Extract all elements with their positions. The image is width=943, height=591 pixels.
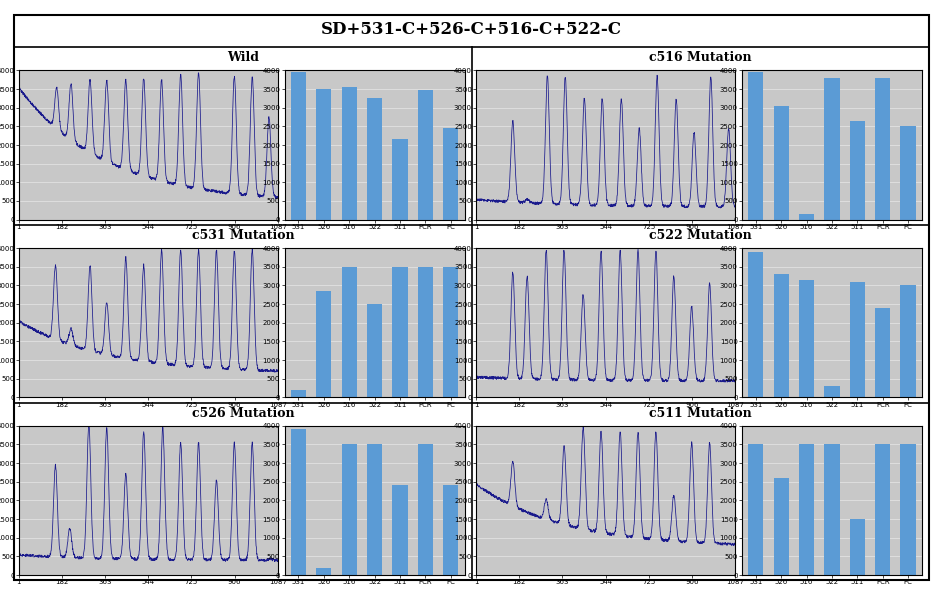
Bar: [341, 87, 356, 220]
Bar: [850, 282, 865, 397]
Bar: [316, 291, 331, 397]
Text: Wild: Wild: [227, 51, 258, 64]
Bar: [748, 72, 764, 220]
Bar: [316, 567, 331, 575]
Text: SD+531-C+526-C+516-C+522-C: SD+531-C+526-C+516-C+522-C: [321, 21, 622, 38]
Bar: [392, 139, 407, 220]
Bar: [850, 121, 865, 220]
Bar: [316, 89, 331, 220]
Bar: [290, 72, 306, 220]
Bar: [901, 126, 916, 220]
Bar: [875, 308, 890, 397]
Bar: [367, 444, 382, 575]
Bar: [875, 78, 890, 220]
Text: c531 Mutation: c531 Mutation: [191, 229, 294, 242]
Bar: [443, 267, 458, 397]
Bar: [799, 444, 814, 575]
Bar: [290, 430, 306, 575]
Bar: [773, 478, 788, 575]
Bar: [799, 280, 814, 397]
Bar: [418, 444, 433, 575]
Bar: [367, 98, 382, 220]
Bar: [443, 128, 458, 220]
Bar: [850, 519, 865, 575]
Bar: [773, 274, 788, 397]
Bar: [392, 485, 407, 575]
Bar: [824, 444, 839, 575]
Bar: [341, 444, 356, 575]
Text: c516 Mutation: c516 Mutation: [649, 51, 752, 64]
Bar: [901, 285, 916, 397]
Bar: [773, 106, 788, 220]
Bar: [341, 267, 356, 397]
Bar: [290, 390, 306, 397]
Bar: [418, 267, 433, 397]
Bar: [418, 90, 433, 220]
Bar: [443, 485, 458, 575]
Text: c526 Mutation: c526 Mutation: [191, 407, 294, 420]
Bar: [748, 444, 764, 575]
Bar: [799, 214, 814, 220]
Bar: [392, 267, 407, 397]
Text: c522 Mutation: c522 Mutation: [649, 229, 752, 242]
Bar: [824, 386, 839, 397]
Text: c511 Mutation: c511 Mutation: [649, 407, 752, 420]
Bar: [748, 252, 764, 397]
Bar: [875, 444, 890, 575]
Bar: [367, 304, 382, 397]
Bar: [901, 444, 916, 575]
Bar: [824, 78, 839, 220]
